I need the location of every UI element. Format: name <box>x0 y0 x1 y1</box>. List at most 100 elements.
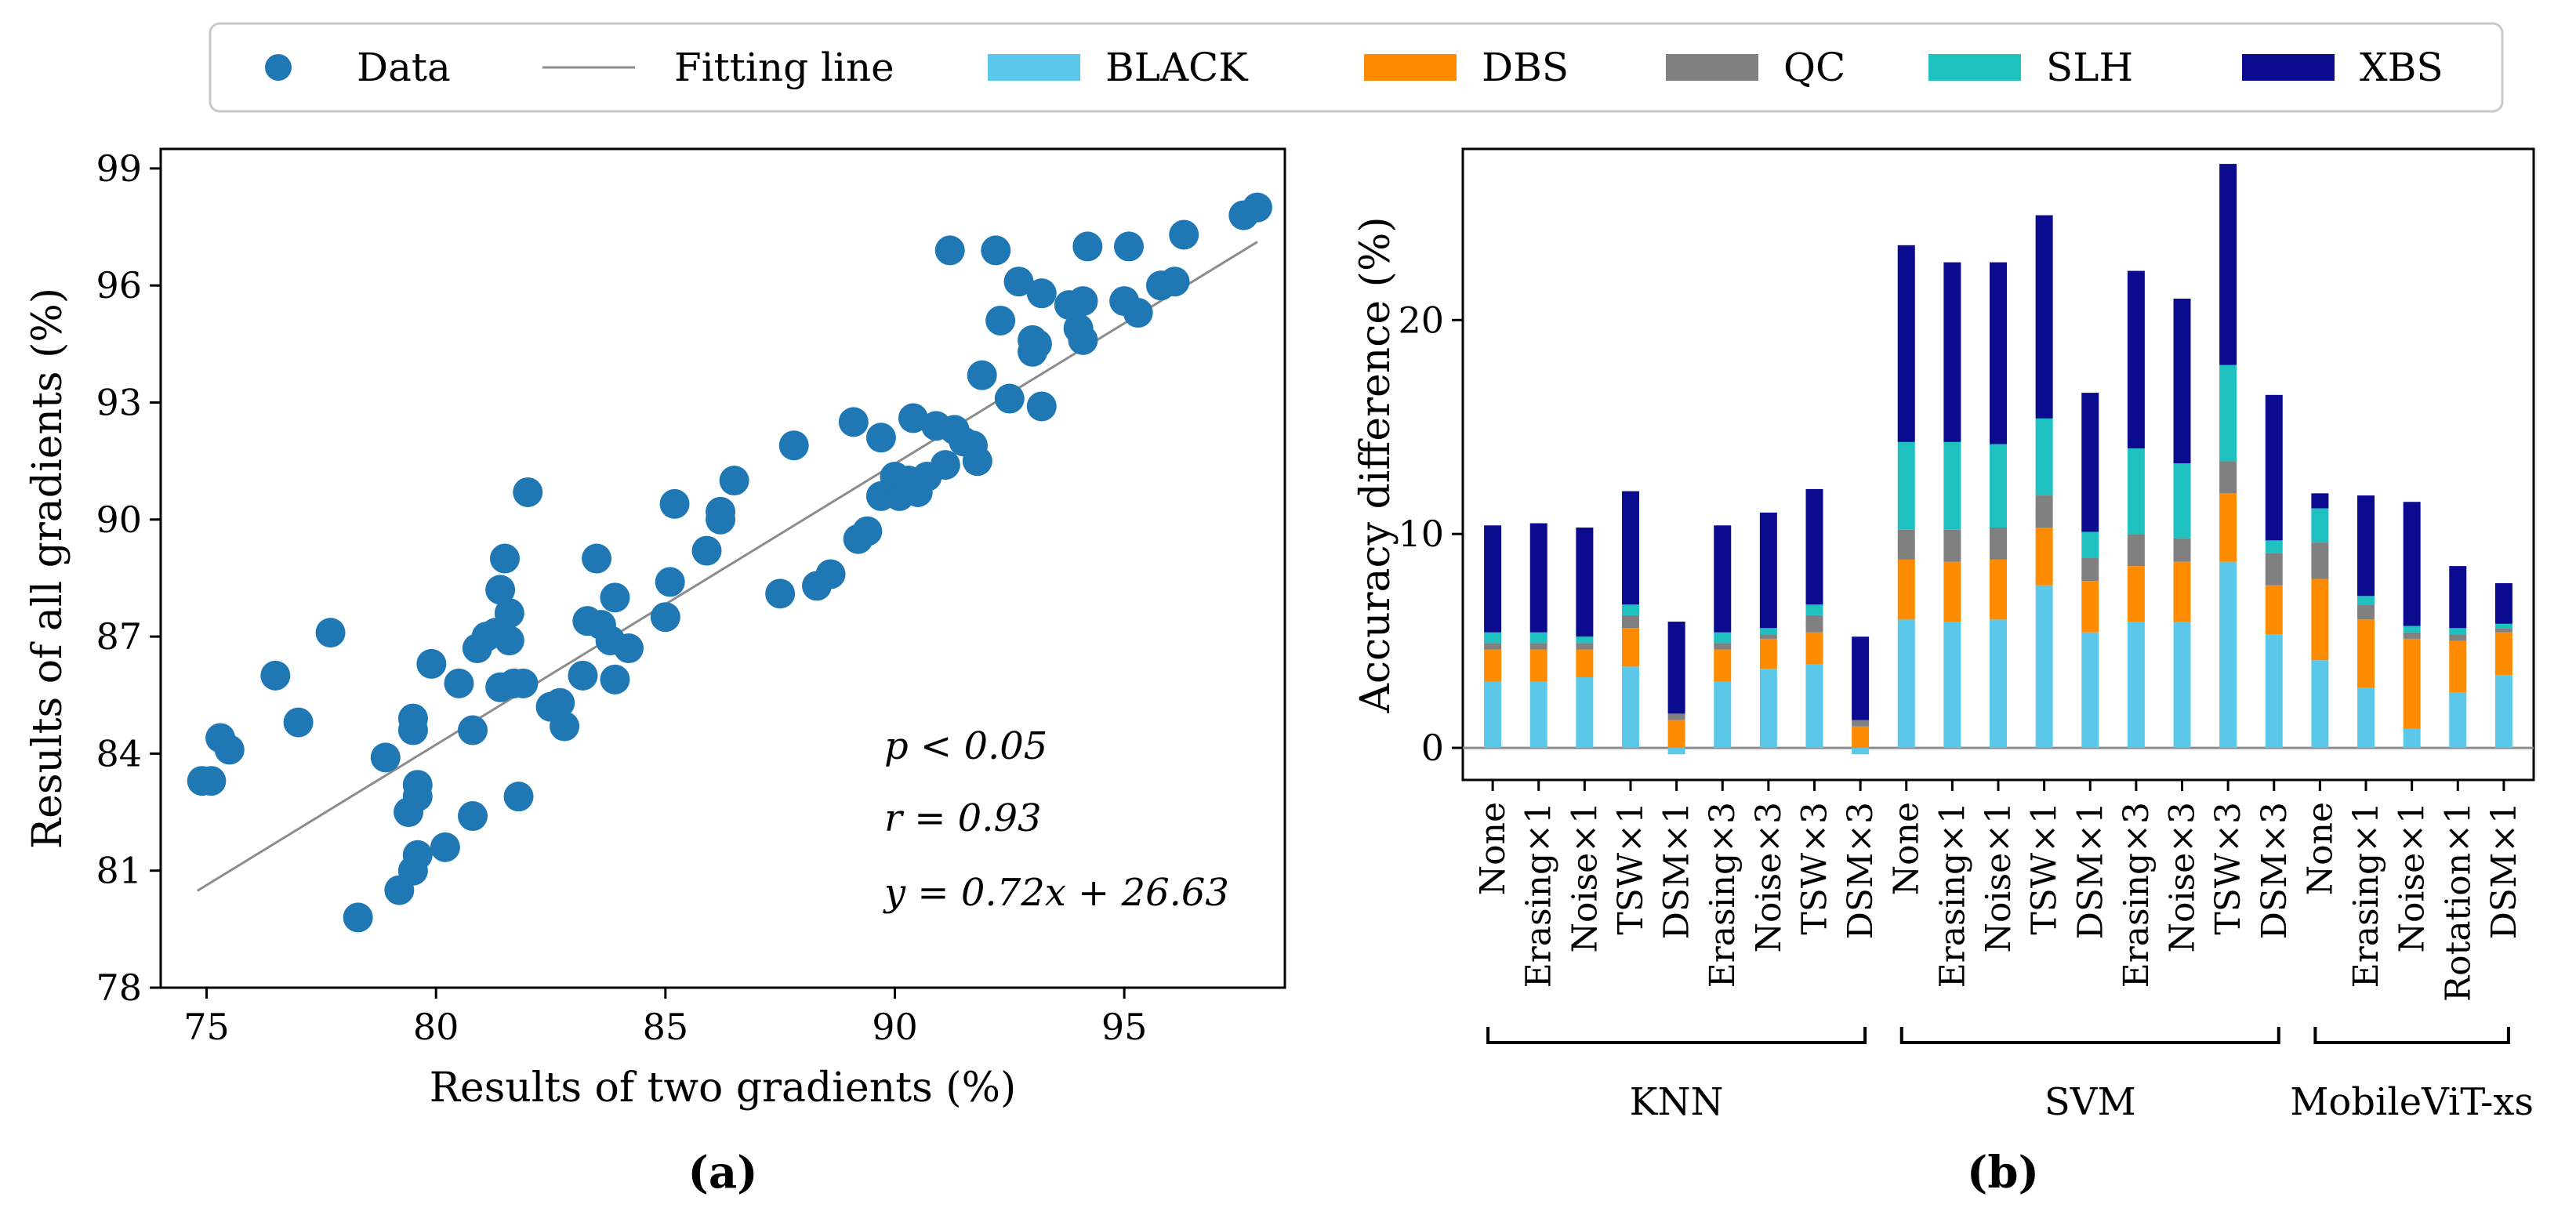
x-tick-label: 85 <box>643 1006 689 1048</box>
legend-items: Data Fitting line BLACK DBS QC SLH XBS <box>265 45 2444 90</box>
x-tick-label: DSM×3 <box>2255 802 2295 939</box>
bar-y-ticks: 0 10 20 <box>1398 299 1463 769</box>
bar-segment-slh <box>1897 441 1915 530</box>
x-tick-label: None <box>1887 802 1927 895</box>
bar-segment-black <box>2219 561 2237 749</box>
scatter-point <box>600 582 630 613</box>
scatter-point <box>494 626 524 656</box>
y-tick-label: 81 <box>96 850 142 892</box>
bar-segment-xbs <box>2173 299 2191 464</box>
bar-segment-qc <box>1759 634 1777 639</box>
bar-segment-slh <box>2494 623 2513 629</box>
scatter-point <box>815 559 846 589</box>
bar-segment-xbs <box>1529 523 1547 633</box>
scatter-point <box>402 840 433 870</box>
x-tick-label: Erasing×3 <box>1703 802 1743 988</box>
bar-segment-slh <box>2219 364 2237 462</box>
legend-marker <box>265 54 292 81</box>
bar-segment-xbs <box>1943 262 1961 442</box>
bar-segment-dbs <box>1667 720 1685 749</box>
legend-label: DBS <box>1482 45 1569 90</box>
bar-segment-xbs <box>1621 491 1639 605</box>
bar-segment-dbs <box>1852 726 1870 749</box>
x-tick-label: TSW×1 <box>1611 802 1651 935</box>
bar-segment-slh <box>1621 604 1639 615</box>
y-tick-label: 84 <box>96 732 142 774</box>
bar-segment-slh <box>2173 463 2191 539</box>
bar-segment-black <box>2403 728 2421 749</box>
scatter-point <box>655 567 685 597</box>
bar-segment-qc <box>1576 643 1594 650</box>
legend: Data Fitting line BLACK DBS QC SLH XBS <box>209 22 2504 113</box>
x-tick-label: 75 <box>183 1006 230 1048</box>
x-tick-label: DSM×3 <box>1841 802 1881 939</box>
scatter-annotation-p: p < 0.05 <box>884 724 1047 768</box>
bar-segment-black <box>2173 622 2191 749</box>
legend-swatch <box>1928 54 2021 81</box>
scatter-point <box>343 902 373 933</box>
bar-segment-slh <box>2127 448 2145 535</box>
group-bracket-mobilevit-xs: MobileViT-xs <box>2290 1027 2534 1124</box>
scatter-point <box>691 535 722 566</box>
x-tick-label: Erasing×1 <box>2346 802 2386 988</box>
x-tick-label: DSM×1 <box>1657 802 1697 939</box>
legend-label: SLH <box>2046 45 2133 90</box>
bracket-line <box>1486 1027 1867 1044</box>
legend-frame <box>209 22 2504 113</box>
y-tick-label: 93 <box>96 381 142 423</box>
scatter-point <box>315 618 346 648</box>
bar-segment-black <box>1852 748 1870 755</box>
bar-segment-dbs <box>2311 578 2329 661</box>
scatter-point <box>614 633 644 664</box>
scatter-point <box>370 742 401 773</box>
y-tick-label: 20 <box>1398 299 1444 341</box>
bar-segment-slh <box>2035 418 2053 496</box>
scatter-point <box>1021 328 1052 359</box>
scatter-point <box>1159 267 1190 297</box>
scatter-point <box>397 703 428 734</box>
bar-segment-dbs <box>1484 649 1502 682</box>
bar-segment-black <box>2035 585 2053 749</box>
bar-segment-qc <box>2127 534 2145 567</box>
scatter-y-axis-label: Results of all gradients (%) <box>24 288 71 849</box>
scatter-point <box>1003 267 1034 297</box>
scatter-point <box>852 516 883 546</box>
bar-segment-dbs <box>2081 581 2099 633</box>
scatter-panel: 75 80 85 90 95 78 81 84 87 90 93 96 99 p < 0.05 r =… <box>24 147 1286 1199</box>
scatter-point <box>214 734 245 765</box>
bar-segment-slh <box>1759 628 1777 635</box>
x-tick-label: 90 <box>872 1006 918 1048</box>
x-tick-label: 80 <box>413 1006 459 1048</box>
bar-x-ticks: None Erasing×1 Noise×1 TSW×1 DSM×1 Erasing×3 N… <box>1473 780 2524 1002</box>
scatter-y-ticks: 78 81 84 87 90 93 96 99 <box>96 147 161 1009</box>
group-label: KNN <box>1630 1080 1724 1124</box>
scatter-point <box>444 668 474 698</box>
bar-segment-xbs <box>2127 270 2145 449</box>
scatter-point <box>1068 286 1098 317</box>
y-tick-label: 0 <box>1421 727 1444 769</box>
bar-segment-slh <box>1714 632 1732 644</box>
bar-segment-slh <box>1805 604 1823 615</box>
bar-segment-slh <box>1529 632 1547 644</box>
stacked-bars <box>1484 164 2513 755</box>
bar-segment-qc <box>2173 538 2191 562</box>
scatter-point <box>402 782 433 812</box>
x-tick-label: TSW×3 <box>1794 802 1834 935</box>
bar-segment-xbs <box>2449 566 2467 629</box>
scatter-point <box>494 598 524 629</box>
scatter-point <box>930 450 960 481</box>
bar-segment-qc <box>2357 604 2375 620</box>
bar-segment-qc <box>2081 557 2099 582</box>
bar-segment-dbs <box>1943 561 1961 622</box>
bar-segment-black <box>1621 666 1639 749</box>
scatter-point <box>1242 192 1272 223</box>
scatter-point <box>1123 298 1153 328</box>
scatter-point <box>865 423 896 453</box>
scatter-point <box>706 496 736 527</box>
legend-item-black: BLACK <box>988 45 1249 90</box>
bar-segment-qc <box>1621 615 1639 629</box>
legend-item-xbs: XBS <box>2242 45 2444 90</box>
bar-segment-qc <box>1943 529 1961 562</box>
bar-segment-dbs <box>2035 528 2053 586</box>
bar-segment-qc <box>2035 495 2053 528</box>
